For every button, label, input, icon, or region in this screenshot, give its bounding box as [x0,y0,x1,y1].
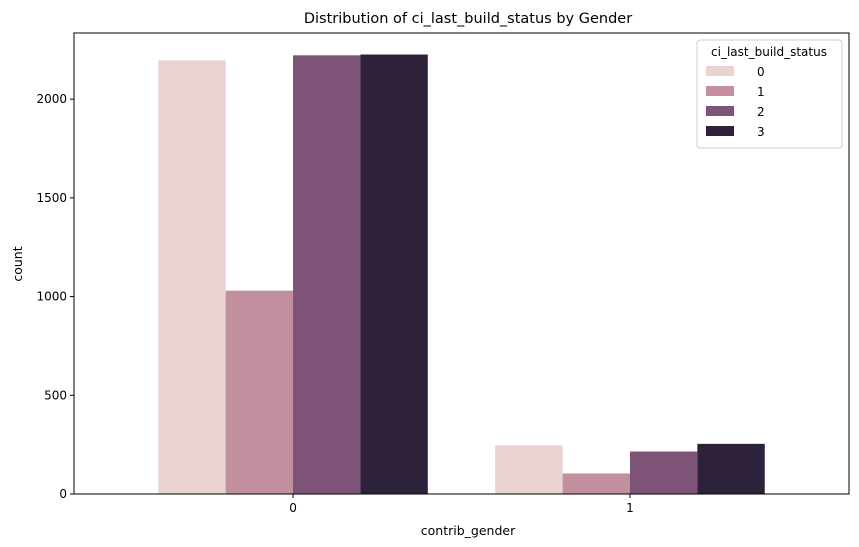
y-tick-label: 2000 [36,92,67,106]
legend-label-1: 1 [757,85,765,99]
legend-swatch-2 [706,106,734,116]
legend-label-0: 0 [757,65,765,79]
bar-1-series-1 [562,473,630,494]
legend-swatch-1 [706,86,734,96]
bar-0-series-3 [360,54,428,495]
x-tick-label: 0 [289,501,297,515]
legend-swatch-3 [706,126,734,136]
bar-1-series-0 [495,445,563,494]
y-tick-label: 1000 [36,290,67,304]
y-tick-label: 1500 [36,191,67,205]
y-axis-label: count [10,246,25,281]
legend: ci_last_build_status 0 1 2 3 [696,39,843,149]
legend-label-3: 3 [757,125,765,139]
legend-title: ci_last_build_status [711,45,827,59]
bar-0-series-1 [225,290,294,494]
bars-group [158,54,765,495]
x-tick-label: 1 [626,501,634,515]
chart-title: Distribution of ci_last_build_status by … [304,11,632,27]
legend-label-2: 2 [757,105,765,119]
bar-1-series-2 [629,451,698,494]
plot-frame [73,32,850,495]
bar-1-series-3 [697,443,765,494]
legend-swatch-0 [706,66,734,76]
x-axis-label: contrib_gender [421,523,516,538]
y-tick-label: 0 [59,487,67,501]
y-axis: 0 500 1000 1500 2000 [36,92,74,501]
bar-0-series-0 [158,60,226,495]
bar-0-series-2 [293,55,361,495]
y-tick-label: 500 [44,388,67,402]
